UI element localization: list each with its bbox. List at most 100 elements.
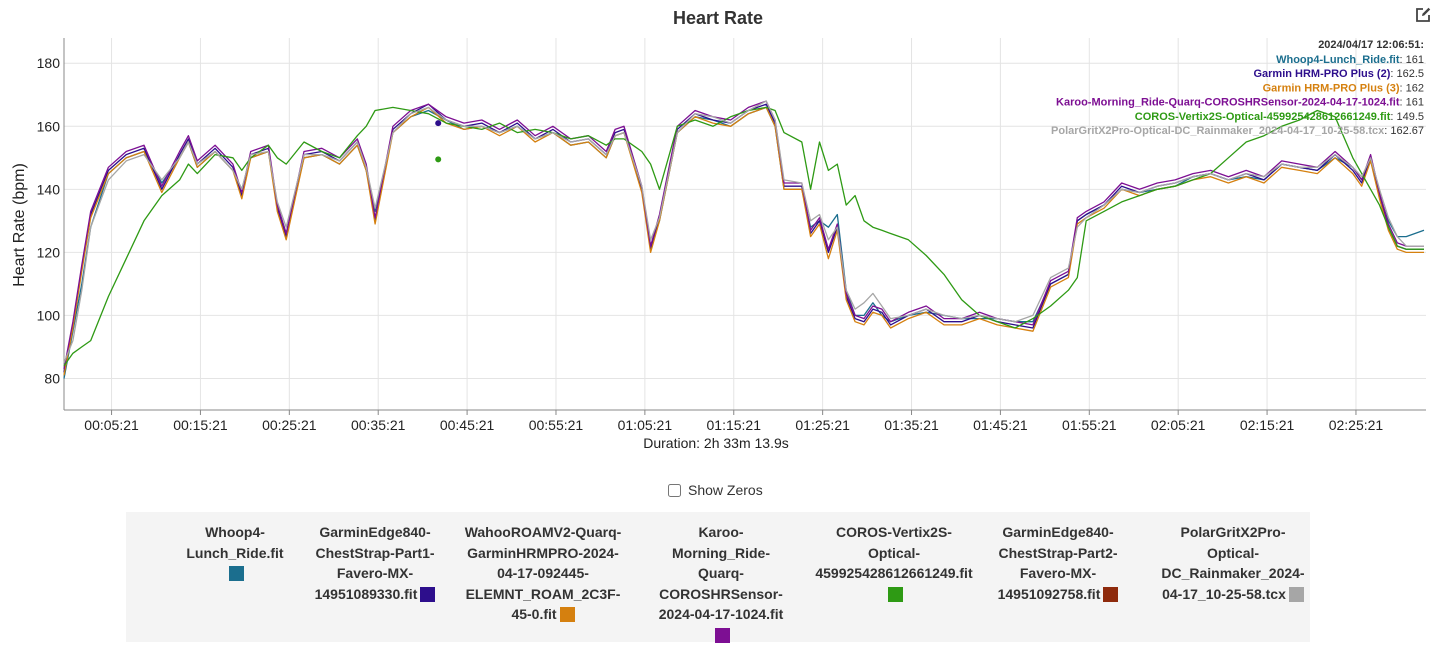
series-line xyxy=(63,100,1424,370)
legend-label-line: DC_Rainmaker_2024- xyxy=(1161,565,1305,581)
x-tick-label: 01:45:21 xyxy=(973,417,1028,433)
legend-label-line: Lunch_Ride.fit xyxy=(186,544,284,561)
y-tick-label: 120 xyxy=(37,244,61,260)
legend-label-line: COROS-Vertix2S- xyxy=(836,524,952,540)
edit-icon[interactable] xyxy=(1414,6,1436,28)
tooltip-row: Whoop4-Lunch_Ride.fit: 161 xyxy=(1276,54,1424,66)
legend-label-line: 2024-04-17-1024.fit xyxy=(658,606,784,622)
series-lines xyxy=(63,100,1425,379)
legend-label-line: 14951089330.fit xyxy=(314,585,418,602)
legend-swatch xyxy=(229,566,244,581)
legend-label-line: PolarGritX2Pro- xyxy=(1180,524,1286,540)
legend-item[interactable]: PolarGritX2Pro- Optical- DC_Rainmaker_2024… xyxy=(1149,522,1317,604)
heart-rate-chart: Heart Rate 80 100 120 140 160 180 00:05:21 00:1… xyxy=(11,8,1426,451)
y-tick-label: 180 xyxy=(37,55,61,71)
chart-legend: Whoop4- Lunch_Ride.fit GarminEdge840- Chest… xyxy=(126,512,1310,645)
legend-swatch xyxy=(1103,586,1119,602)
legend-label-line: Favero-MX- xyxy=(336,565,414,581)
legend-label-line: ELEMNT_ROAM_2C3F- xyxy=(465,585,621,602)
axes: 80 100 120 140 160 180 00:05:21 00:15:21 00:25:2… xyxy=(37,38,1426,433)
tooltip-series-value: : 162.5 xyxy=(1390,68,1424,80)
tooltip-series-value: : 161 xyxy=(1400,54,1424,66)
y-axis-title: Heart Rate (bpm) xyxy=(11,163,28,287)
tooltip-row: Garmin HRM-PRO Plus (3): 162 xyxy=(1263,82,1424,94)
legend-label-line: Optical- xyxy=(1206,544,1260,561)
tooltip-row: PolarGritX2Pro-Optical-DC_Rainmaker_2024… xyxy=(1051,125,1424,137)
series-line xyxy=(63,100,1424,363)
legend-item[interactable]: COROS-Vertix2S- Optical- 45992542861266124… xyxy=(806,522,982,604)
legend-label-line: Whoop4- xyxy=(205,524,265,540)
legend-label-line: Karoo- xyxy=(698,524,744,540)
x-tick-label: 00:55:21 xyxy=(529,417,584,433)
tooltip-series-value: : 162 xyxy=(1400,82,1424,94)
legend-label-line: ChestStrap-Part1- xyxy=(315,544,435,561)
legend-swatch xyxy=(559,607,575,622)
legend-label-line: GarminEdge840- xyxy=(1002,524,1114,540)
legend-swatch xyxy=(888,586,903,602)
tooltip-row: Garmin HRM-PRO Plus (2): 162.5 xyxy=(1253,68,1424,80)
legend-label-line: Optical- xyxy=(867,544,921,561)
legend-label-line: Quarq- xyxy=(698,565,744,581)
x-tick-label: 01:15:21 xyxy=(707,417,762,433)
x-tick-label: 00:35:21 xyxy=(351,417,406,433)
legend-label-line: GarminHRMPRO-2024- xyxy=(467,544,619,561)
series-line xyxy=(63,103,1424,373)
legend-label-line: 04-17-092445- xyxy=(497,565,589,581)
legend-swatch xyxy=(420,586,436,602)
legend-swatch xyxy=(1288,586,1304,602)
grid-lines xyxy=(64,38,1426,410)
tooltip-row: Karoo-Morning_Ride-Quarq-COROSHRSensor-2… xyxy=(1056,97,1424,109)
x-tick-label: 01:55:21 xyxy=(1062,417,1117,433)
series-line xyxy=(63,106,1424,367)
y-tick-label: 100 xyxy=(37,307,61,323)
tooltip-series-name: Garmin HRM-PRO Plus (2) xyxy=(1253,68,1390,80)
x-tick-label: 02:05:21 xyxy=(1151,417,1206,433)
tooltip-series-name: Whoop4-Lunch_Ride.fit xyxy=(1276,54,1400,66)
legend-label-line: COROSHRSensor- xyxy=(659,585,783,602)
x-tick-label: 01:05:21 xyxy=(618,417,673,433)
x-axis-title: Duration: 2h 33m 13.9s xyxy=(643,435,789,451)
legend-item[interactable]: WahooROAMV2-Quarq- GarminHRMPRO-2024- 04-1… xyxy=(454,522,632,625)
legend-label-line: Favero-MX- xyxy=(1019,565,1097,581)
x-tick-label: 02:25:21 xyxy=(1329,417,1384,433)
legend-label-line: 45-0.fit xyxy=(511,606,557,622)
legend-label-line: 04-17_10-25-58.tcx xyxy=(1162,585,1286,602)
legend-label-line: WahooROAMV2-Quarq- xyxy=(464,524,622,540)
series-line xyxy=(63,106,1424,376)
show-zeros-checkbox[interactable] xyxy=(668,483,681,497)
tooltip-row: COROS-Vertix2S-Optical-45992542861266124… xyxy=(1135,111,1424,123)
x-tick-label: 00:25:21 xyxy=(262,417,317,433)
y-tick-label: 160 xyxy=(37,118,61,134)
show-zeros-label: Show Zeros xyxy=(688,482,763,498)
tooltip-series-value: : 161 xyxy=(1400,97,1424,109)
legend-label-line: GarminEdge840- xyxy=(319,524,431,540)
x-tick-label: 01:25:21 xyxy=(795,417,850,433)
chart-title: Heart Rate xyxy=(673,8,763,28)
x-tick-label: 01:35:21 xyxy=(884,417,939,433)
hover-tooltip: 2024/04/17 12:06:51: Whoop4-Lunch_Ride.fi… xyxy=(1051,39,1424,137)
tooltip-series-name: Karoo-Morning_Ride-Quarq-COROSHRSensor-2… xyxy=(1056,97,1400,109)
legend-swatch xyxy=(715,627,730,643)
legend-label-line: ChestStrap-Part2- xyxy=(998,544,1118,561)
x-tick-label: 00:45:21 xyxy=(440,417,495,433)
hover-markers xyxy=(435,120,442,163)
legend-item[interactable]: Karoo- Morning_Ride- Quarq- COROSHRSensor- 2… xyxy=(641,522,801,645)
legend-label-line: 14951092758.fit xyxy=(997,585,1101,602)
tooltip-series-value: : 162.67 xyxy=(1384,125,1424,137)
legend-label-line: Morning_Ride- xyxy=(672,544,770,561)
show-zeros-toggle[interactable]: Show Zeros xyxy=(668,482,763,498)
legend-label-line: 459925428612661249.fit xyxy=(815,565,973,581)
x-tick-label: 02:15:21 xyxy=(1240,417,1295,433)
x-tick-label: 00:15:21 xyxy=(173,417,228,433)
tooltip-series-name: Garmin HRM-PRO Plus (3) xyxy=(1263,82,1400,94)
x-tick-label: 00:05:21 xyxy=(84,417,139,433)
hover-marker xyxy=(435,120,442,127)
tooltip-series-value: : 149.5 xyxy=(1390,111,1424,123)
legend-item[interactable]: GarminEdge840- ChestStrap-Part2- Favero-MX… xyxy=(983,522,1133,604)
tooltip-series-name: COROS-Vertix2S-Optical-45992542861266124… xyxy=(1135,111,1391,123)
hover-marker xyxy=(435,156,442,163)
legend-item[interactable]: GarminEdge840- ChestStrap-Part1- Favero-MX… xyxy=(300,522,450,604)
legend-item[interactable]: Whoop4- Lunch_Ride.fit xyxy=(170,522,300,584)
tooltip-timestamp: 2024/04/17 12:06:51: xyxy=(1318,39,1424,51)
y-tick-label: 140 xyxy=(37,181,61,197)
